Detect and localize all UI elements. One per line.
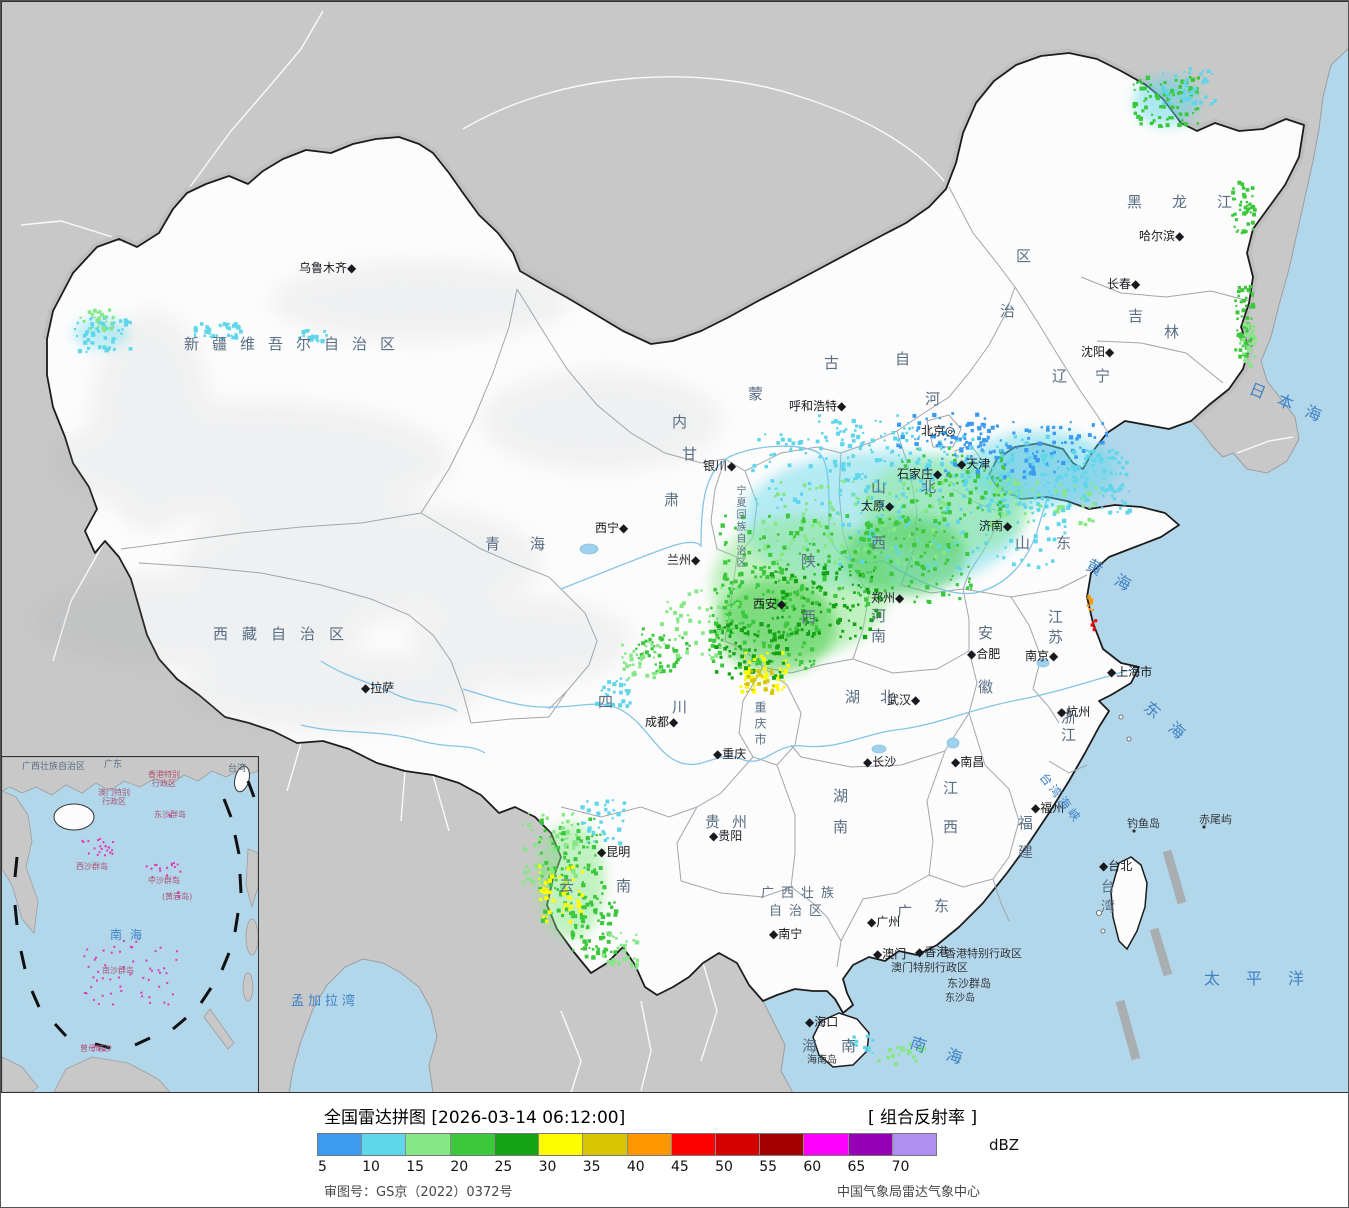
radar-echo-layer (73, 67, 1258, 1066)
legend-value: 10 (362, 1159, 380, 1175)
legend-value: 70 (891, 1159, 910, 1175)
legend-swatch (715, 1134, 761, 1155)
map-canvas (1, 1, 1348, 1093)
legend-swatch (760, 1134, 805, 1155)
inset-taiwan (234, 765, 250, 793)
legend-value: 15 (406, 1159, 425, 1175)
legend-value: 5 (318, 1159, 327, 1175)
inset-island-clusters (81, 814, 182, 1052)
inset-hainan (53, 803, 95, 831)
inset-nine-dash-line (13, 780, 256, 1050)
minor-islands (1096, 714, 1132, 934)
inset-sea (2, 757, 258, 1092)
legend-swatch (627, 1134, 672, 1155)
taiwan-island (1110, 856, 1148, 951)
south-china-sea-inset: 广西壮族自治区 广东 台湾 香港特别 行政区 澳门特别 行政区 东沙群岛 西沙群岛 中沙群岛 (黄岩… (1, 756, 259, 1093)
legend-value: 50 (715, 1159, 733, 1175)
unit-label: dBZ (989, 1136, 1020, 1154)
legend-swatch (318, 1134, 363, 1155)
hainan-island (812, 1012, 870, 1068)
inset-philippines (203, 848, 258, 1050)
legend-panel: 全国雷达拼图 [2026-03-14 06:12:00] [ 组合反射率 ] d… (1, 1093, 1348, 1207)
legend-swatch (804, 1134, 849, 1155)
legend-value: 35 (582, 1159, 601, 1175)
color-scale-bar (317, 1133, 937, 1156)
legend-value: 40 (626, 1159, 645, 1175)
map-frame (1, 1, 1348, 1093)
legend-swatch (671, 1134, 716, 1155)
legend-value: 60 (803, 1159, 822, 1175)
lakes (579, 543, 1050, 754)
legend-value: 65 (847, 1159, 866, 1175)
inset-canvas (2, 757, 258, 1092)
legend-value: 25 (494, 1159, 513, 1175)
inset-vietnam-coast (2, 790, 39, 934)
legend-value: 55 (759, 1159, 778, 1175)
legend-value: 45 (671, 1159, 689, 1175)
inset-borneo (53, 1056, 171, 1092)
map-title: 全国雷达拼图 [2026-03-14 06:12:00] (324, 1108, 626, 1128)
legend-value: 20 (450, 1159, 469, 1175)
map-approval-number: 审图号：GS京（2022）0372号 (324, 1185, 513, 1200)
legend-swatch (406, 1134, 451, 1155)
legend-swatch (362, 1134, 407, 1155)
legend-swatch (539, 1134, 584, 1155)
legend-swatch (848, 1134, 893, 1155)
inset-malay (2, 1056, 39, 1092)
product-label: [ 组合反射率 ] (868, 1108, 978, 1128)
legend-swatch (450, 1134, 495, 1155)
terrain-shading (31, 261, 721, 731)
rivers (300, 445, 1138, 766)
data-source: 中国气象局雷达气象中心 (837, 1185, 981, 1200)
maritime-boundary-dashes (1115, 849, 1187, 1061)
legend-value: 30 (538, 1159, 557, 1175)
legend-swatch (583, 1134, 628, 1155)
country-borders (20, 10, 1294, 1093)
diaoyu-islands-dots (1132, 825, 1206, 833)
color-scale-values: 5 10 15 20 25 30 35 40 45 50 55 60 65 70 (317, 1159, 935, 1175)
legend-swatch (494, 1134, 540, 1155)
legend-swatch (892, 1134, 937, 1155)
china-radar-map: 新疆维吾尔自治区 西藏自治区 青海甘肃内蒙古自治区宁夏回族自治区陕西山西河北山东 河南… (1, 1, 1348, 1093)
